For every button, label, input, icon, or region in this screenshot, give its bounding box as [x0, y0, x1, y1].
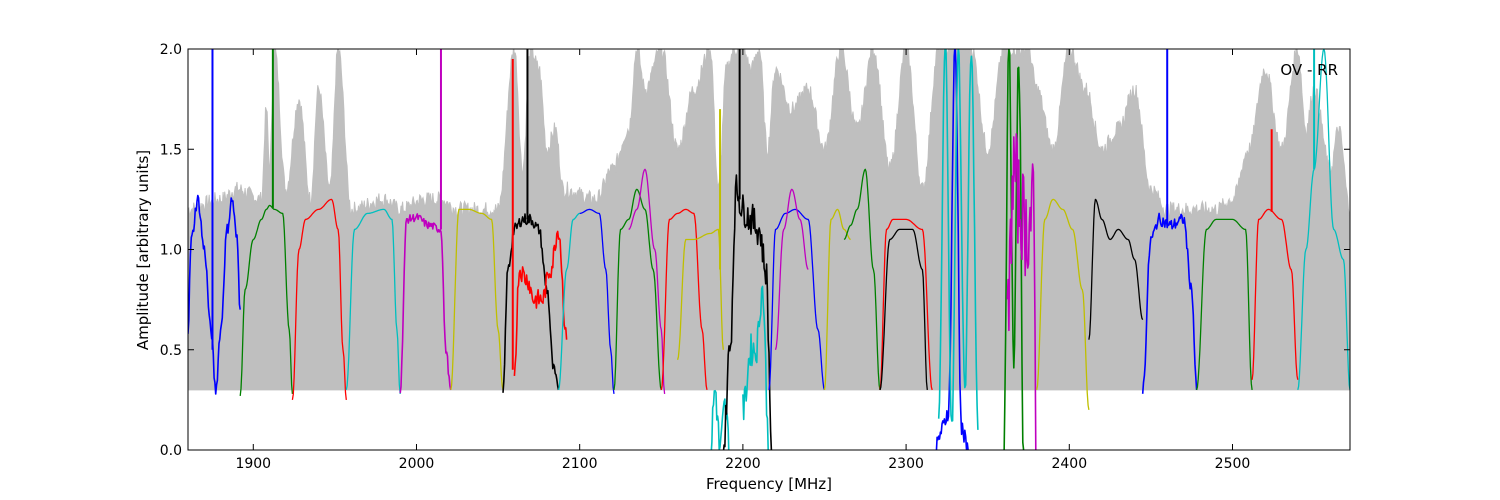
x-tick-label: 2400: [1051, 456, 1087, 472]
y-tick-label: 1.5: [160, 142, 182, 158]
series-line-12: [628, 168, 666, 394]
y-tick-label: 1.0: [160, 243, 182, 259]
series-line-5: [399, 213, 452, 394]
series-line-4: [345, 208, 401, 394]
background-envelope: [188, 49, 1350, 391]
x-tick-label: 2000: [399, 456, 435, 472]
series-line-11: [613, 188, 662, 391]
y-tick-label: 0.0: [160, 443, 182, 459]
series-line-29: [1088, 198, 1144, 340]
x-axis-label: Frequency [MHz]: [706, 475, 832, 493]
series-line-33: [1297, 49, 1350, 391]
series-line-25: [937, 49, 979, 430]
series-line-1: [188, 194, 241, 395]
series-line-20: [823, 208, 851, 390]
series-layer: [188, 49, 1350, 450]
series-line-8: [513, 230, 568, 376]
x-tick-label: 1900: [235, 456, 271, 472]
series-line-9: [557, 212, 580, 391]
series-line-16: [722, 174, 773, 450]
x-tick-label: 2200: [725, 456, 761, 472]
x-tick-label: 2500: [1215, 456, 1251, 472]
series-line-26: [1003, 49, 1025, 450]
series-line-19: [774, 188, 809, 350]
series-line-6: [450, 208, 504, 391]
series-line-23: [879, 228, 928, 391]
y-axis-label: Amplitude [arbitrary units]: [134, 150, 152, 350]
series-line-21: [843, 168, 881, 391]
series-line-27: [1006, 133, 1037, 450]
series-line-22: [879, 218, 933, 391]
x-tick-label: 2100: [562, 456, 598, 472]
x-tick-label: 2300: [888, 456, 924, 472]
series-line-2: [239, 204, 294, 396]
series-line-30: [1141, 212, 1198, 394]
series-line-3: [291, 198, 347, 401]
y-tick-label: 0.5: [160, 343, 182, 359]
annotation-label: OV - RR: [1280, 61, 1338, 79]
series-line-31: [1195, 218, 1253, 391]
series-line-10: [579, 208, 615, 394]
series-line-24: [935, 49, 969, 450]
series-line-17: [742, 285, 769, 450]
series-line-14: [676, 228, 724, 360]
axis-ticks: 1900 2000 2100 2200 2300 2400 2500 0.0 0.5 1.0 1.5…: [160, 42, 1350, 472]
series-line-28: [1036, 198, 1090, 411]
envelope-area: [188, 49, 1350, 391]
series-line-13: [660, 208, 708, 391]
series-line-32: [1251, 208, 1299, 380]
y-tick-label: 2.0: [160, 42, 182, 58]
